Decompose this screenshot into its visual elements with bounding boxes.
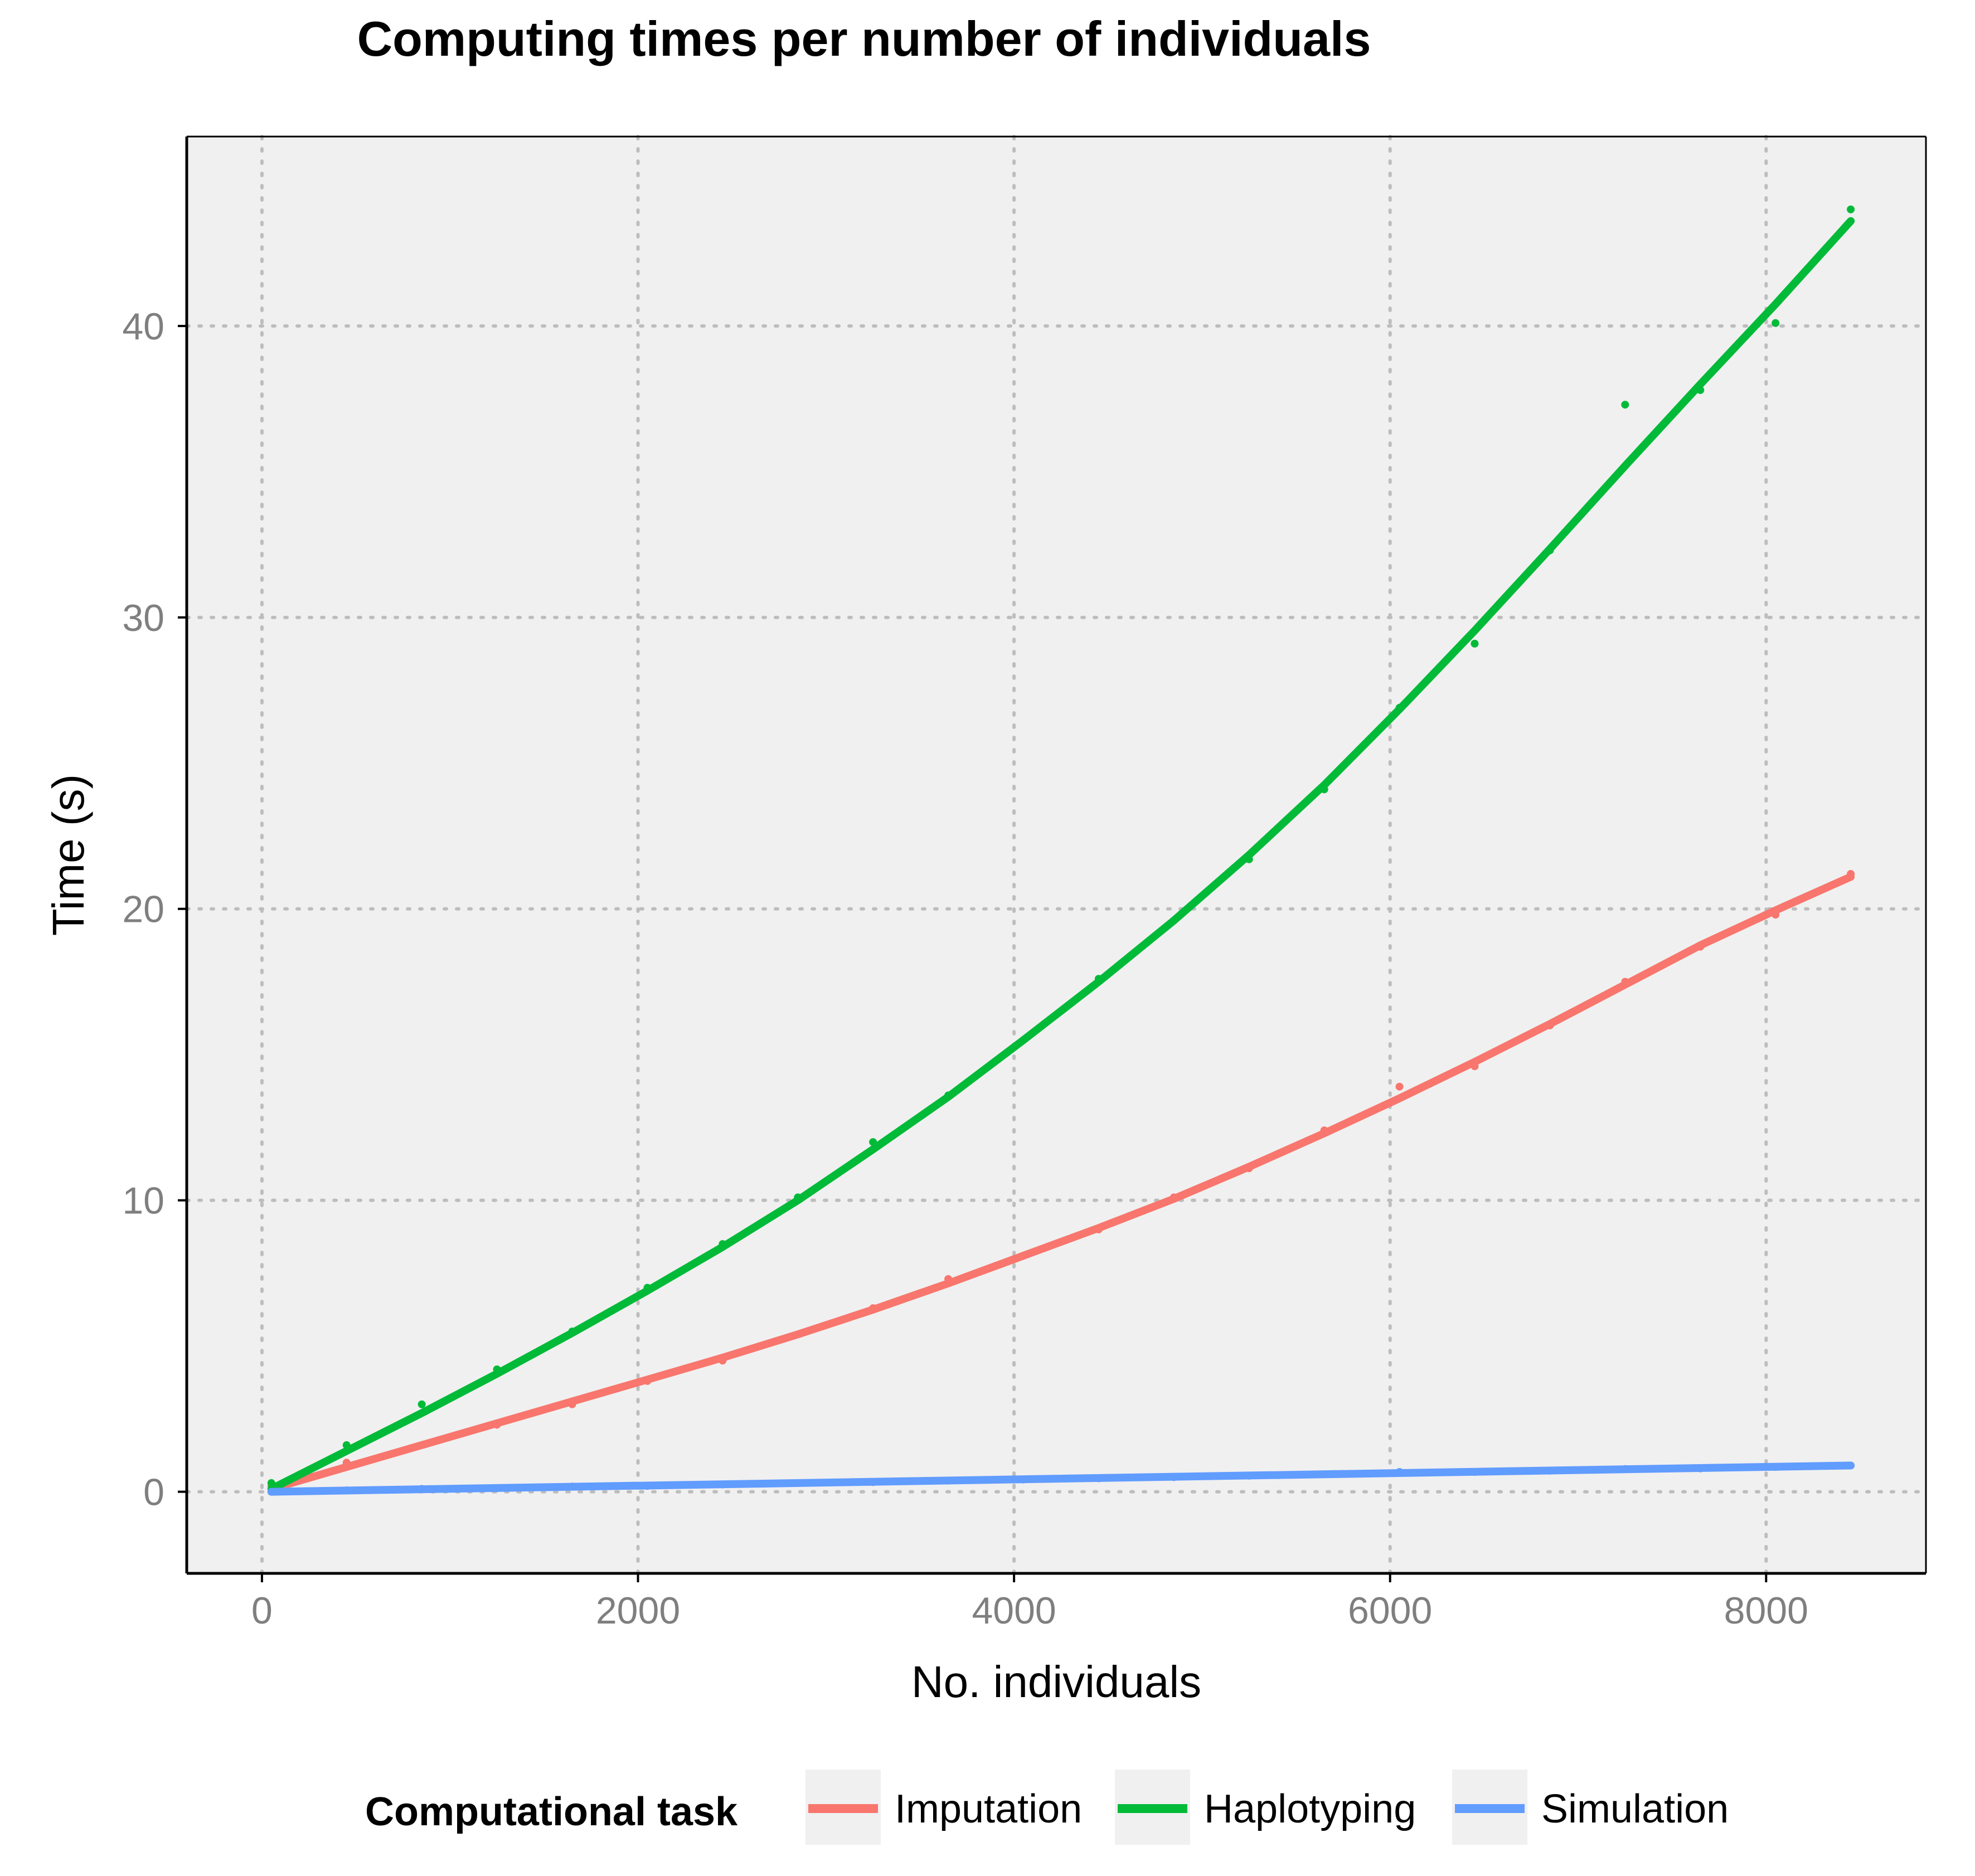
haplotyping-data-point [1621, 401, 1629, 409]
imputation-data-point [1395, 1082, 1404, 1091]
y-tick-label: 20 [122, 888, 164, 931]
legend-label-haplotyping: Haplotyping [1204, 1787, 1416, 1831]
legend-key-haplotyping [1115, 1770, 1190, 1845]
x-tick-label: 4000 [972, 1590, 1056, 1632]
y-tick-label: 0 [143, 1471, 164, 1514]
legend-key-simulation [1452, 1770, 1527, 1845]
series-simulation [267, 1461, 1855, 1496]
x-tick-label: 0 [251, 1590, 273, 1632]
x-axis-title: No. individuals [911, 1657, 1201, 1707]
series-imputation [267, 869, 1855, 1493]
axes: 0 2000 4000 6000 8000 0 10 20 30 40 [122, 135, 1927, 1632]
y-tick-label: 40 [122, 305, 164, 348]
haplotyping-data-point [1772, 319, 1780, 327]
haplotyping-data-point [1471, 639, 1479, 648]
legend: Computational task Imputation Haplotyping… [365, 1770, 1729, 1845]
legend-title: Computational task [365, 1790, 738, 1834]
simulation-fit-line [267, 1461, 1855, 1496]
haplotyping-data-point [1847, 205, 1855, 213]
legend-label-imputation: Imputation [895, 1787, 1082, 1831]
haplotyping-fit-line [267, 217, 1855, 1493]
y-axis-title: Time (s) [43, 774, 93, 936]
x-tick-label: 8000 [1724, 1590, 1808, 1632]
series-layer [267, 205, 1855, 1496]
series-haplotyping [267, 205, 1855, 1493]
x-tick-label: 2000 [596, 1590, 680, 1632]
chart-title: Computing times per number of individual… [357, 11, 1371, 66]
x-tick-label: 6000 [1348, 1590, 1432, 1632]
imputation-fit-line [267, 873, 1855, 1493]
y-tick-label: 10 [122, 1180, 164, 1222]
plot-panel [187, 137, 1926, 1573]
gridlines [185, 135, 1928, 1575]
legend-label-simulation: Simulation [1541, 1787, 1729, 1831]
y-tick-label: 30 [122, 597, 164, 639]
legend-key-imputation [805, 1770, 881, 1845]
haplotyping-data-point [418, 1400, 426, 1408]
